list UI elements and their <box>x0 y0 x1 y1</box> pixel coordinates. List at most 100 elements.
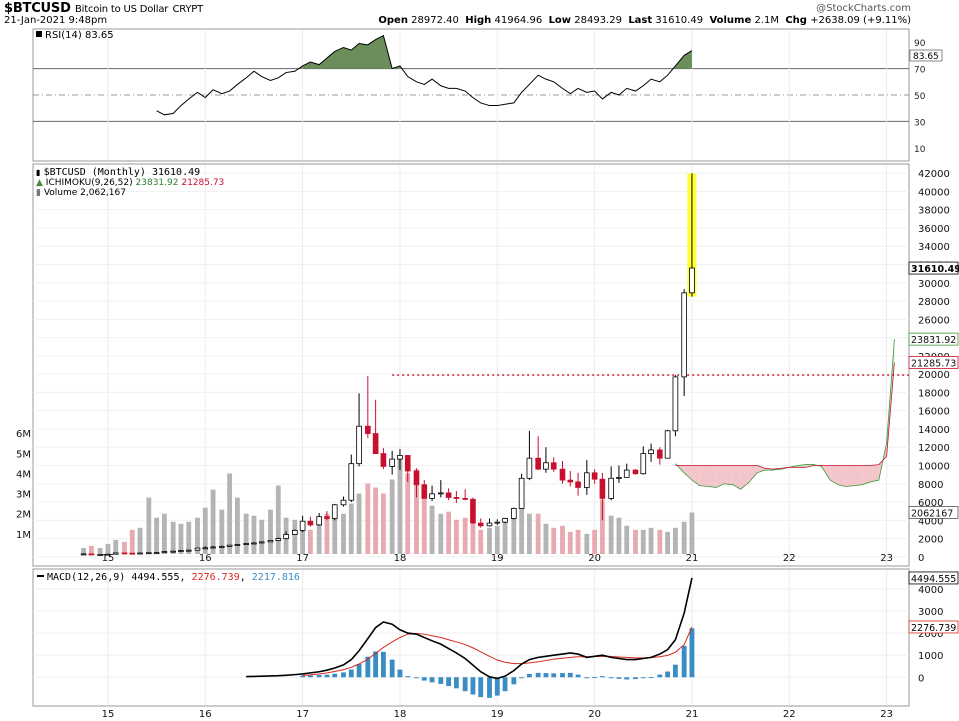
volume-bar <box>259 519 265 554</box>
price-tick-label: 34000 <box>918 242 950 253</box>
volume-bar <box>633 529 638 554</box>
volume-bar <box>137 527 143 554</box>
volume-axis: 6M 5M 4M 3M 2M 1M <box>16 429 31 541</box>
ichimoku-legend-icon: ▲ <box>36 178 43 188</box>
price-legend: ▮ $BTCUSD (Monthly) 31610.49 ▲ ICHIMOKU(… <box>36 167 224 198</box>
price-tick-label: 30000 <box>918 279 950 290</box>
candle <box>608 466 614 501</box>
price-tick-label: 8000 <box>918 480 943 491</box>
chg-value: +2638.09 (+9.11%) <box>810 15 911 26</box>
candle-body <box>324 516 330 519</box>
cloud-b-tag-box <box>908 355 959 369</box>
quote-stats: Open 28972.40 High 41964.96 Low 28493.29… <box>378 15 911 26</box>
candle <box>543 447 549 473</box>
macd-tick-label: 1000 <box>918 651 943 662</box>
ichimoku-cloud-segment <box>757 465 765 473</box>
price-tick-label: 0 <box>918 553 924 564</box>
price-tick-label: 40000 <box>918 187 950 198</box>
macd-axis: 4000 3000 2000 1000 0 4494.555 2276.739 <box>908 571 959 684</box>
candle <box>292 529 298 535</box>
macd-hist-bar <box>341 672 346 678</box>
rsi-axis: 90 70 50 30 10 <box>914 39 926 155</box>
x-tick-label: 16 <box>199 709 212 720</box>
volume-bar <box>268 509 273 554</box>
volume-bar <box>275 485 281 554</box>
volume-bar <box>478 529 484 554</box>
volume-bar <box>129 529 135 554</box>
candle-body <box>226 544 233 547</box>
candle-body <box>421 484 428 499</box>
volume-bar <box>356 493 362 554</box>
candle <box>664 429 671 459</box>
volume-bar <box>227 473 233 554</box>
x-tick-label-price: 22 <box>783 553 796 564</box>
macd-hist-bar <box>551 673 557 678</box>
macd-hist-bar <box>397 669 403 678</box>
candle-body <box>511 508 517 519</box>
macd-hist-bar <box>575 674 581 678</box>
candle <box>331 503 338 521</box>
candle <box>616 465 622 483</box>
cloud-a-tag: 23831.92 <box>911 335 956 346</box>
candle-body <box>397 455 403 460</box>
volume-bar <box>438 513 444 554</box>
macd-hist-bar <box>365 656 371 678</box>
ichimoku-cloud-segment <box>724 465 733 485</box>
candle <box>648 443 654 462</box>
candle <box>511 507 517 520</box>
volume-bar <box>210 489 216 554</box>
ichimoku-cloud-segment <box>862 465 871 485</box>
signal-tag-box <box>908 620 959 634</box>
candle-body <box>340 499 347 506</box>
volume-bar <box>251 515 257 554</box>
candle-body <box>567 479 574 483</box>
candle <box>121 552 128 555</box>
candle-body <box>526 457 533 479</box>
macd-hist-bar <box>421 677 427 681</box>
volume-bar <box>657 529 663 554</box>
volume-bar <box>519 505 525 554</box>
volume-bar <box>446 511 452 554</box>
ichimoku-cloud-segment <box>684 465 692 481</box>
volume-bar <box>592 529 598 554</box>
candle-body <box>559 468 566 481</box>
rsi-last-tag: 83.65 <box>913 52 939 62</box>
candle <box>429 485 435 502</box>
volume-bar <box>105 543 111 554</box>
volume-bar <box>88 545 94 554</box>
candle <box>438 480 444 498</box>
price-tick-label: 12000 <box>918 443 950 454</box>
candle <box>599 472 606 521</box>
ichimoku-label: ICHIMOKU(9,26,52) <box>46 178 133 188</box>
ichimoku-cloud-segment <box>732 465 741 490</box>
candle <box>153 552 160 555</box>
last-price-tag-box <box>908 261 959 275</box>
volume-bar <box>389 479 395 554</box>
ichimoku-span-b-line <box>675 362 895 470</box>
macd-hist-bar <box>462 677 468 692</box>
volume-bar <box>243 513 249 554</box>
candle-body <box>307 520 314 526</box>
candle <box>413 468 420 498</box>
x-tick-label-price: 23 <box>880 553 893 564</box>
candle <box>267 539 274 543</box>
ichimoku-cloud-segment <box>830 465 838 485</box>
macd-hist-bar <box>584 677 590 679</box>
volume-bar <box>202 507 208 554</box>
candle <box>445 488 452 501</box>
price-tick-label: 10000 <box>918 462 950 473</box>
volume-legend-label: Volume 2,062,167 <box>44 188 126 198</box>
candle <box>526 430 533 481</box>
ichimoku-cloud-segment <box>837 465 846 487</box>
rsi-title: RSI(14) 83.65 <box>45 30 114 41</box>
candle <box>324 511 330 521</box>
candle-body <box>389 458 395 467</box>
volume-bar <box>292 519 298 554</box>
volume-tag: 2062167 <box>911 508 953 519</box>
macd-hist-bar <box>633 677 638 680</box>
volume-tick-label: 1M <box>16 530 31 541</box>
macd-hist-bar <box>429 677 435 683</box>
price-tick-label: 6000 <box>918 498 943 509</box>
volume-bar <box>672 527 678 554</box>
